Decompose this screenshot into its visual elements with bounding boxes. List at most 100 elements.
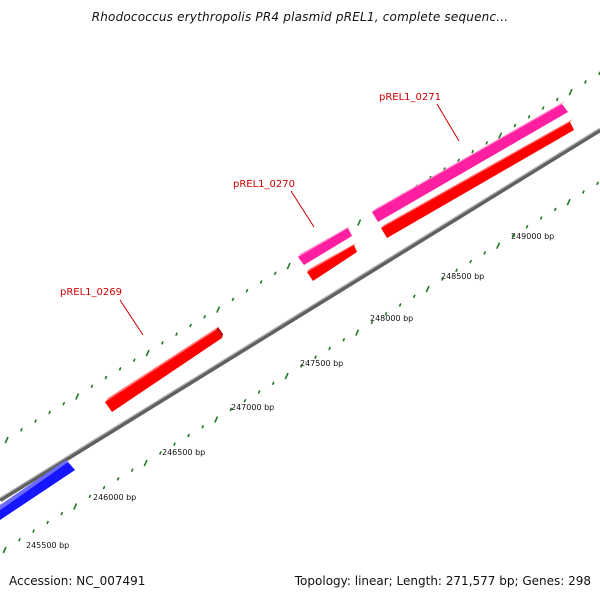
- map-title: Rhodococcus erythropolis PR4 plasmid pRE…: [91, 10, 509, 24]
- bp-label: 247500 bp: [300, 359, 343, 368]
- tick-mark: [469, 259, 473, 264]
- tick-mark: [2, 546, 7, 554]
- tick-mark: [273, 271, 277, 276]
- tick-mark: [116, 477, 120, 481]
- tick-mark: [20, 427, 23, 432]
- tick-mark: [314, 355, 317, 360]
- tick-mark: [485, 141, 489, 145]
- tick-mark: [355, 329, 360, 336]
- tick-mark: [88, 494, 92, 499]
- tick-mark: [457, 158, 460, 163]
- tick-mark: [130, 468, 134, 473]
- bp-labels: 245500 bp 246000 bp 246500 bp 247000 bp …: [26, 232, 554, 550]
- gene-pREL1_0271[interactable]: [372, 101, 574, 238]
- tick-mark: [300, 364, 303, 368]
- tick-mark: [498, 132, 503, 140]
- tick-mark: [525, 224, 529, 229]
- tick-mark: [398, 303, 402, 307]
- tick-mark: [203, 314, 207, 319]
- tick-mark: [145, 349, 150, 357]
- tick-mark: [158, 451, 162, 455]
- tick-mark: [245, 288, 249, 293]
- tick-mark: [160, 341, 164, 345]
- tick-mark: [257, 390, 261, 394]
- bp-label: 246500 bp: [162, 448, 205, 457]
- tick-mark: [18, 537, 21, 542]
- tick-mark: [342, 337, 346, 342]
- tick-mark: [104, 375, 108, 380]
- tick-mark: [555, 97, 559, 102]
- tick-mark: [173, 442, 176, 447]
- tick-mark: [60, 511, 64, 516]
- tick-mark: [496, 242, 501, 250]
- bp-label: 248000 bp: [370, 314, 413, 323]
- tick-mark: [75, 393, 80, 400]
- bp-label: 246000 bp: [93, 493, 136, 502]
- bp-label: 245500 bp: [26, 541, 69, 550]
- tick-mark: [513, 123, 517, 128]
- tick-mark: [243, 398, 247, 403]
- bp-label: 248500 bp: [441, 272, 484, 281]
- gene-blue[interactable]: [0, 460, 75, 520]
- gene-pREL1_0270[interactable]: [298, 226, 357, 281]
- tick-mark: [370, 320, 374, 325]
- tick-mark: [568, 88, 573, 96]
- tick-mark: [357, 219, 362, 226]
- tick-mark: [596, 181, 599, 186]
- tick-mark: [231, 297, 235, 302]
- gene-label-pREL1_0271: pREL1_0271: [379, 92, 441, 103]
- tick-mark: [511, 233, 515, 238]
- tick-mark: [471, 149, 475, 154]
- tick-mark: [425, 285, 430, 293]
- bp-label: 249000 bp: [511, 232, 554, 241]
- tick-mark: [582, 190, 585, 194]
- tick-mark: [90, 384, 94, 389]
- tick-mark: [175, 332, 178, 337]
- tick-mark: [187, 433, 191, 438]
- tick-mark: [259, 280, 263, 284]
- tick-mark: [553, 207, 557, 212]
- tick-mark: [132, 358, 136, 363]
- accession-text: Accession: NC_007491: [9, 574, 146, 588]
- tick-mark: [143, 459, 148, 467]
- tick-mark: [412, 294, 416, 299]
- backbone: [0, 127, 600, 502]
- tick-mark: [229, 407, 233, 412]
- gene-label-pREL1_0269: pREL1_0269: [60, 287, 122, 298]
- tick-mark: [201, 424, 205, 429]
- tick-mark: [102, 485, 106, 490]
- tick-mark: [214, 416, 219, 423]
- bp-label: 247000 bp: [231, 403, 274, 412]
- tick-mark: [384, 311, 388, 316]
- gene-label-pREL1_0270: pREL1_0270: [233, 179, 295, 190]
- tick-mark: [4, 436, 9, 444]
- tick-mark: [189, 323, 193, 328]
- tick-mark: [539, 216, 543, 220]
- tick-row-lower: [2, 181, 599, 554]
- gene-pREL1_0269[interactable]: [105, 327, 223, 412]
- tick-mark: [441, 277, 444, 281]
- tick-mark: [284, 372, 289, 380]
- tick-mark: [32, 529, 35, 533]
- tick-mark: [34, 419, 37, 423]
- tick-mark: [286, 262, 291, 270]
- gene-label-group-0270: pREL1_0270: [233, 179, 315, 228]
- tick-mark: [216, 306, 221, 313]
- tick-mark: [566, 198, 571, 206]
- tick-mark: [118, 367, 122, 371]
- tick-mark: [527, 114, 531, 119]
- tick-mark: [483, 251, 487, 255]
- gene-label-group-0269: pREL1_0269: [60, 287, 144, 336]
- tick-mark: [73, 503, 78, 510]
- tick-mark: [584, 80, 587, 84]
- tick-mark: [541, 106, 545, 110]
- tick-mark: [328, 346, 332, 351]
- summary-text: Topology: linear; Length: 271,577 bp; Ge…: [294, 574, 591, 588]
- tick-mark: [271, 381, 275, 386]
- tick-mark: [455, 268, 458, 273]
- tick-mark: [46, 520, 50, 525]
- tick-mark: [62, 401, 66, 406]
- gene-label-group-0271: pREL1_0271: [379, 92, 460, 142]
- tick-mark: [48, 410, 52, 415]
